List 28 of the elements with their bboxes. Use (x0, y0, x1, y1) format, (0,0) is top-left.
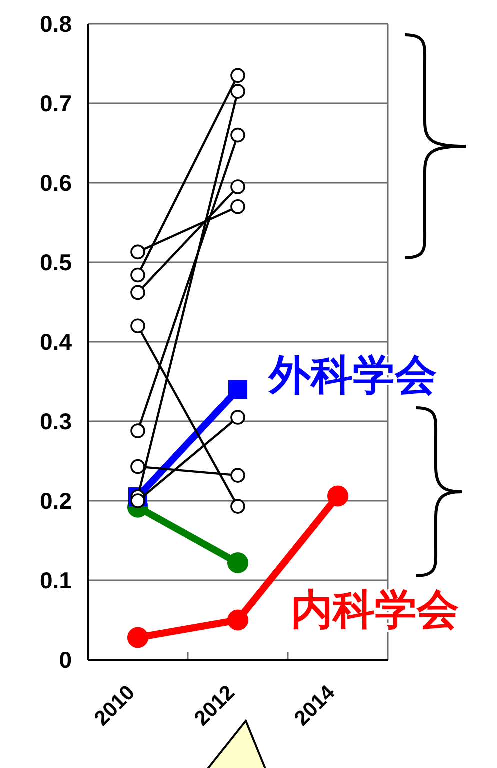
point (230, 468, 246, 483)
point (130, 285, 146, 300)
y-tick-label: 0.1 (40, 568, 72, 594)
point (230, 499, 246, 514)
point (230, 180, 246, 194)
y-tick-label: 0 (59, 647, 72, 673)
point (230, 84, 246, 99)
point (230, 410, 246, 425)
point (228, 610, 248, 631)
point (230, 199, 246, 214)
point (228, 552, 248, 574)
point (230, 68, 246, 84)
y-tick-label: 0.5 (40, 250, 72, 276)
y-tick-label: 0.8 (40, 11, 72, 37)
point (130, 424, 146, 438)
point (230, 128, 246, 143)
y-tick-label: 0.4 (40, 329, 72, 355)
y-tick-label: 0.2 (40, 488, 72, 514)
point (328, 486, 348, 507)
point (130, 244, 146, 260)
y-tick-label: 0.7 (40, 90, 72, 116)
y-tick-label: 0.6 (40, 170, 72, 196)
y-tick-label: 0.3 (40, 408, 72, 434)
point (130, 318, 146, 334)
point (130, 459, 146, 474)
point (128, 627, 148, 648)
point (130, 268, 146, 283)
point (228, 380, 248, 400)
